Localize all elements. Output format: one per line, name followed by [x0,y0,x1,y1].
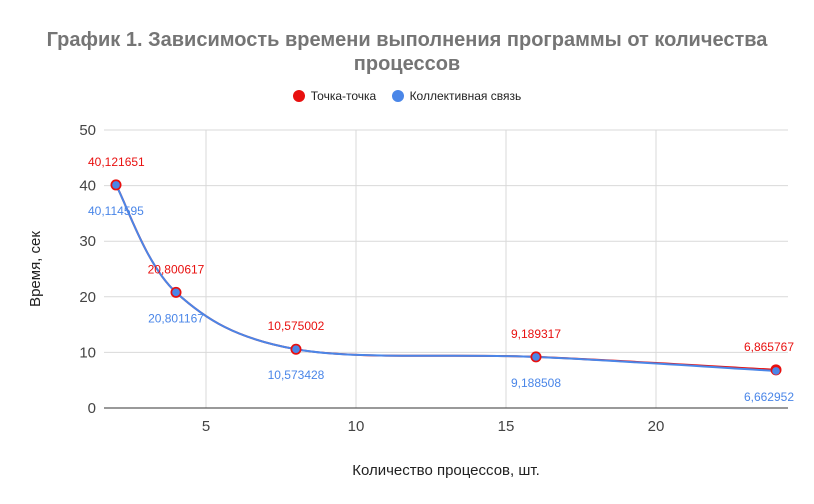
y-tick-label: 20 [79,289,96,306]
series-2-data-label: 10,573428 [268,368,325,382]
y-tick-label: 40 [79,178,96,195]
series-line-1 [115,184,777,371]
series-2-data-label: 9,188508 [511,376,561,390]
y-tick-label: 30 [79,233,96,250]
legend-label: Точка-точка [310,89,377,103]
x-tick-label: 15 [498,418,515,435]
chart-title: График 1. Зависимость времени выполнения… [0,28,814,76]
series-1-data-label: 40,121651 [88,155,145,169]
x-tick-label: 5 [202,418,210,435]
x-tick-label: 20 [648,418,665,435]
series-2-data-label: 20,801167 [148,311,204,325]
chart-title-line-1: График 1. Зависимость времени выполнения… [46,29,768,51]
series-2-point [112,181,120,189]
series-2-point [172,288,180,297]
series-2-data-label: 6,662952 [744,390,794,404]
legend-item-series-2[interactable]: Коллективная связь [391,89,522,103]
series-1-data-label: 10,575002 [268,319,325,333]
legend-label: Коллективная связь [409,89,522,103]
legend-marker-icon [391,90,404,102]
series-2-point [772,367,780,375]
series-1-data-label: 20,800617 [148,262,205,276]
y-tick-label: 0 [88,400,96,417]
y-tick-label: 50 [79,122,96,139]
series-2-data-label: 40,114595 [88,204,144,218]
y-tick-label: 10 [79,344,96,361]
legend: Точка-точка Коллективная связь [0,89,814,103]
series-2-point [292,345,300,354]
x-axis-label: Количество процессов, шт. [352,462,540,479]
legend-item-series-1[interactable]: Точка-точка [292,89,377,103]
series-1-data-label: 6,865767 [744,340,794,354]
series-line-2 [115,184,777,372]
series-1-data-label: 9,189317 [511,327,561,341]
legend-marker-icon [292,90,305,102]
series-2-point [532,353,540,361]
x-tick-label: 10 [348,418,365,435]
chart-title-line-2: процессов [353,53,461,75]
y-axis-label: Время, сек [27,231,44,307]
